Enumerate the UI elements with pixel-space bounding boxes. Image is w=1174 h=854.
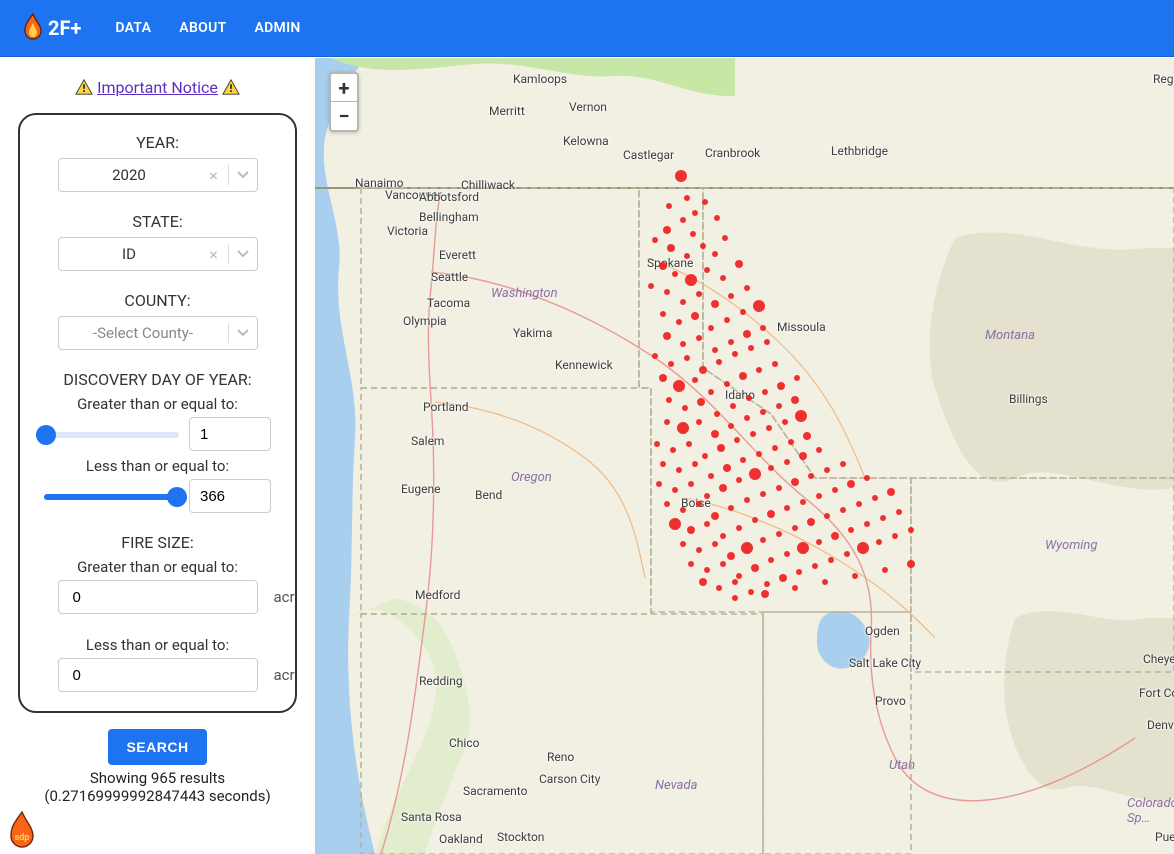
zoom-control: + −	[329, 72, 359, 132]
year-select[interactable]: 2020 ×	[58, 158, 258, 192]
flame-icon	[20, 13, 46, 43]
warning-icon	[75, 78, 93, 96]
county-select[interactable]: -Select County-	[58, 316, 258, 350]
doy-gte-slider[interactable]	[44, 424, 179, 444]
firesize-lte-input[interactable]	[71, 666, 274, 685]
state-value: ID	[59, 245, 200, 263]
firesize-lte-label: Less than or equal to:	[34, 636, 281, 654]
firesize-gte-label: Greater than or equal to:	[34, 558, 281, 576]
chevron-down-icon[interactable]	[229, 171, 257, 179]
county-label: COUNTY:	[34, 291, 281, 310]
firesize-gte-input[interactable]	[71, 588, 274, 607]
sidebar: Important Notice YEAR: 2020 × STATE: ID …	[0, 58, 315, 854]
nav-link-data[interactable]: DATA	[115, 20, 151, 36]
flame-icon: sdp	[4, 810, 40, 850]
doy-gte-input[interactable]	[189, 417, 271, 451]
firesize-lte-row[interactable]: acres	[58, 658, 258, 692]
filter-panel[interactable]: YEAR: 2020 × STATE: ID ×	[18, 113, 297, 713]
doy-gte-label: Greater than or equal to:	[34, 395, 281, 413]
doy-label: DISCOVERY DAY OF YEAR:	[34, 370, 281, 389]
notice-link[interactable]: Important Notice	[97, 78, 218, 97]
footer-logo: sdp	[4, 810, 40, 854]
doy-lte-input[interactable]	[189, 479, 271, 513]
brand-logo[interactable]: 2F+	[20, 13, 81, 43]
clear-icon[interactable]: ×	[200, 245, 228, 264]
clear-icon[interactable]: ×	[200, 166, 228, 185]
slider-thumb[interactable]	[36, 425, 56, 445]
year-label: YEAR:	[34, 133, 281, 152]
navbar: 2F+ DATA ABOUT ADMIN	[0, 0, 1174, 57]
nav-link-admin[interactable]: ADMIN	[254, 20, 300, 36]
year-group: YEAR: 2020 ×	[34, 133, 281, 192]
county-group: COUNTY: -Select County-	[34, 291, 281, 350]
search-button[interactable]: SEARCH	[108, 729, 206, 765]
firesize-gte-row[interactable]: acres	[58, 580, 258, 614]
state-group: STATE: ID ×	[34, 212, 281, 271]
nav-link-about[interactable]: ABOUT	[179, 20, 226, 36]
doy-group: DISCOVERY DAY OF YEAR: Greater than or e…	[34, 370, 281, 513]
year-value: 2020	[59, 166, 200, 184]
doy-lte-slider[interactable]	[44, 486, 179, 506]
firesize-group: FIRE SIZE: Greater than or equal to: acr…	[34, 533, 281, 692]
county-placeholder: -Select County-	[59, 324, 228, 342]
slider-thumb[interactable]	[167, 487, 187, 507]
unit-label: acres	[274, 666, 298, 684]
doy-lte-label: Less than or equal to:	[34, 457, 281, 475]
chevron-down-icon[interactable]	[229, 329, 257, 337]
chevron-down-icon[interactable]	[229, 250, 257, 258]
unit-label: acres	[274, 588, 298, 606]
svg-text:sdp: sdp	[15, 833, 30, 843]
firesize-label: FIRE SIZE:	[34, 533, 281, 552]
notice-banner: Important Notice	[18, 78, 297, 97]
results-count: Showing 965 results	[18, 769, 297, 787]
map-basemap	[315, 58, 1174, 854]
map[interactable]: + − WashingtonOregonMontanaWyomingUtahNe…	[315, 58, 1174, 854]
state-label: STATE:	[34, 212, 281, 231]
brand-text: 2F+	[48, 16, 81, 40]
zoom-out-button[interactable]: −	[331, 102, 357, 130]
state-select[interactable]: ID ×	[58, 237, 258, 271]
zoom-in-button[interactable]: +	[331, 74, 357, 102]
warning-icon	[222, 78, 240, 96]
results-timing: (0.27169999992847443 seconds)	[18, 787, 297, 805]
